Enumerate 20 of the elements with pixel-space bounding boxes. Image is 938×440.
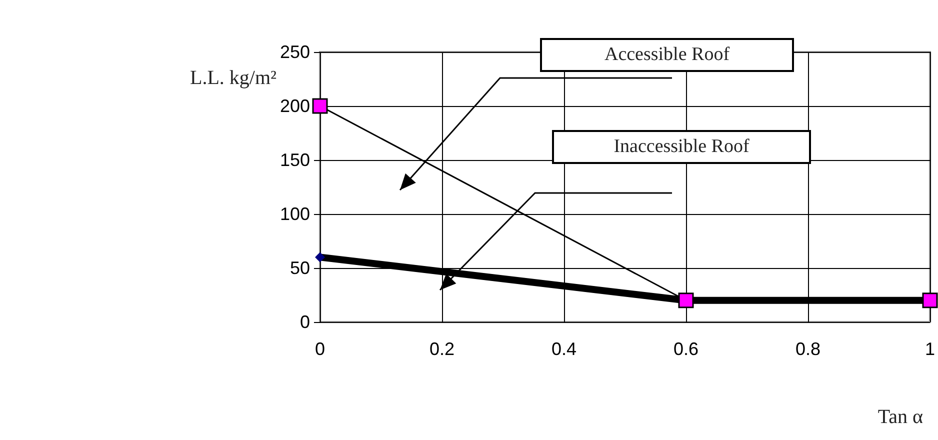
x-tick-label: 0.2 <box>429 339 455 359</box>
x-tick-label: 0.8 <box>795 339 821 359</box>
x-axis-title: Tan α <box>878 406 924 428</box>
x-tick-label: 0 <box>314 339 326 359</box>
y-tick-label: 250 <box>280 42 310 62</box>
y-tick-label: 200 <box>280 96 310 116</box>
y-tick-label: 0 <box>300 312 310 332</box>
callout-box: Inaccessible Roof <box>552 130 811 164</box>
y-tick-label: 150 <box>280 150 310 170</box>
y-axis-title: L.L. kg/m² <box>190 67 277 89</box>
y-tick-label: 50 <box>290 258 310 278</box>
x-tick-label: 0.6 <box>673 339 699 359</box>
point <box>922 292 938 308</box>
callout-box: Accessible Roof <box>540 38 794 72</box>
y-tick-label: 100 <box>280 204 310 224</box>
point <box>315 252 325 262</box>
x-tick-label: 1 <box>924 339 935 359</box>
x-tick-label: 0.4 <box>551 339 577 359</box>
point <box>312 98 328 114</box>
point <box>678 292 694 308</box>
